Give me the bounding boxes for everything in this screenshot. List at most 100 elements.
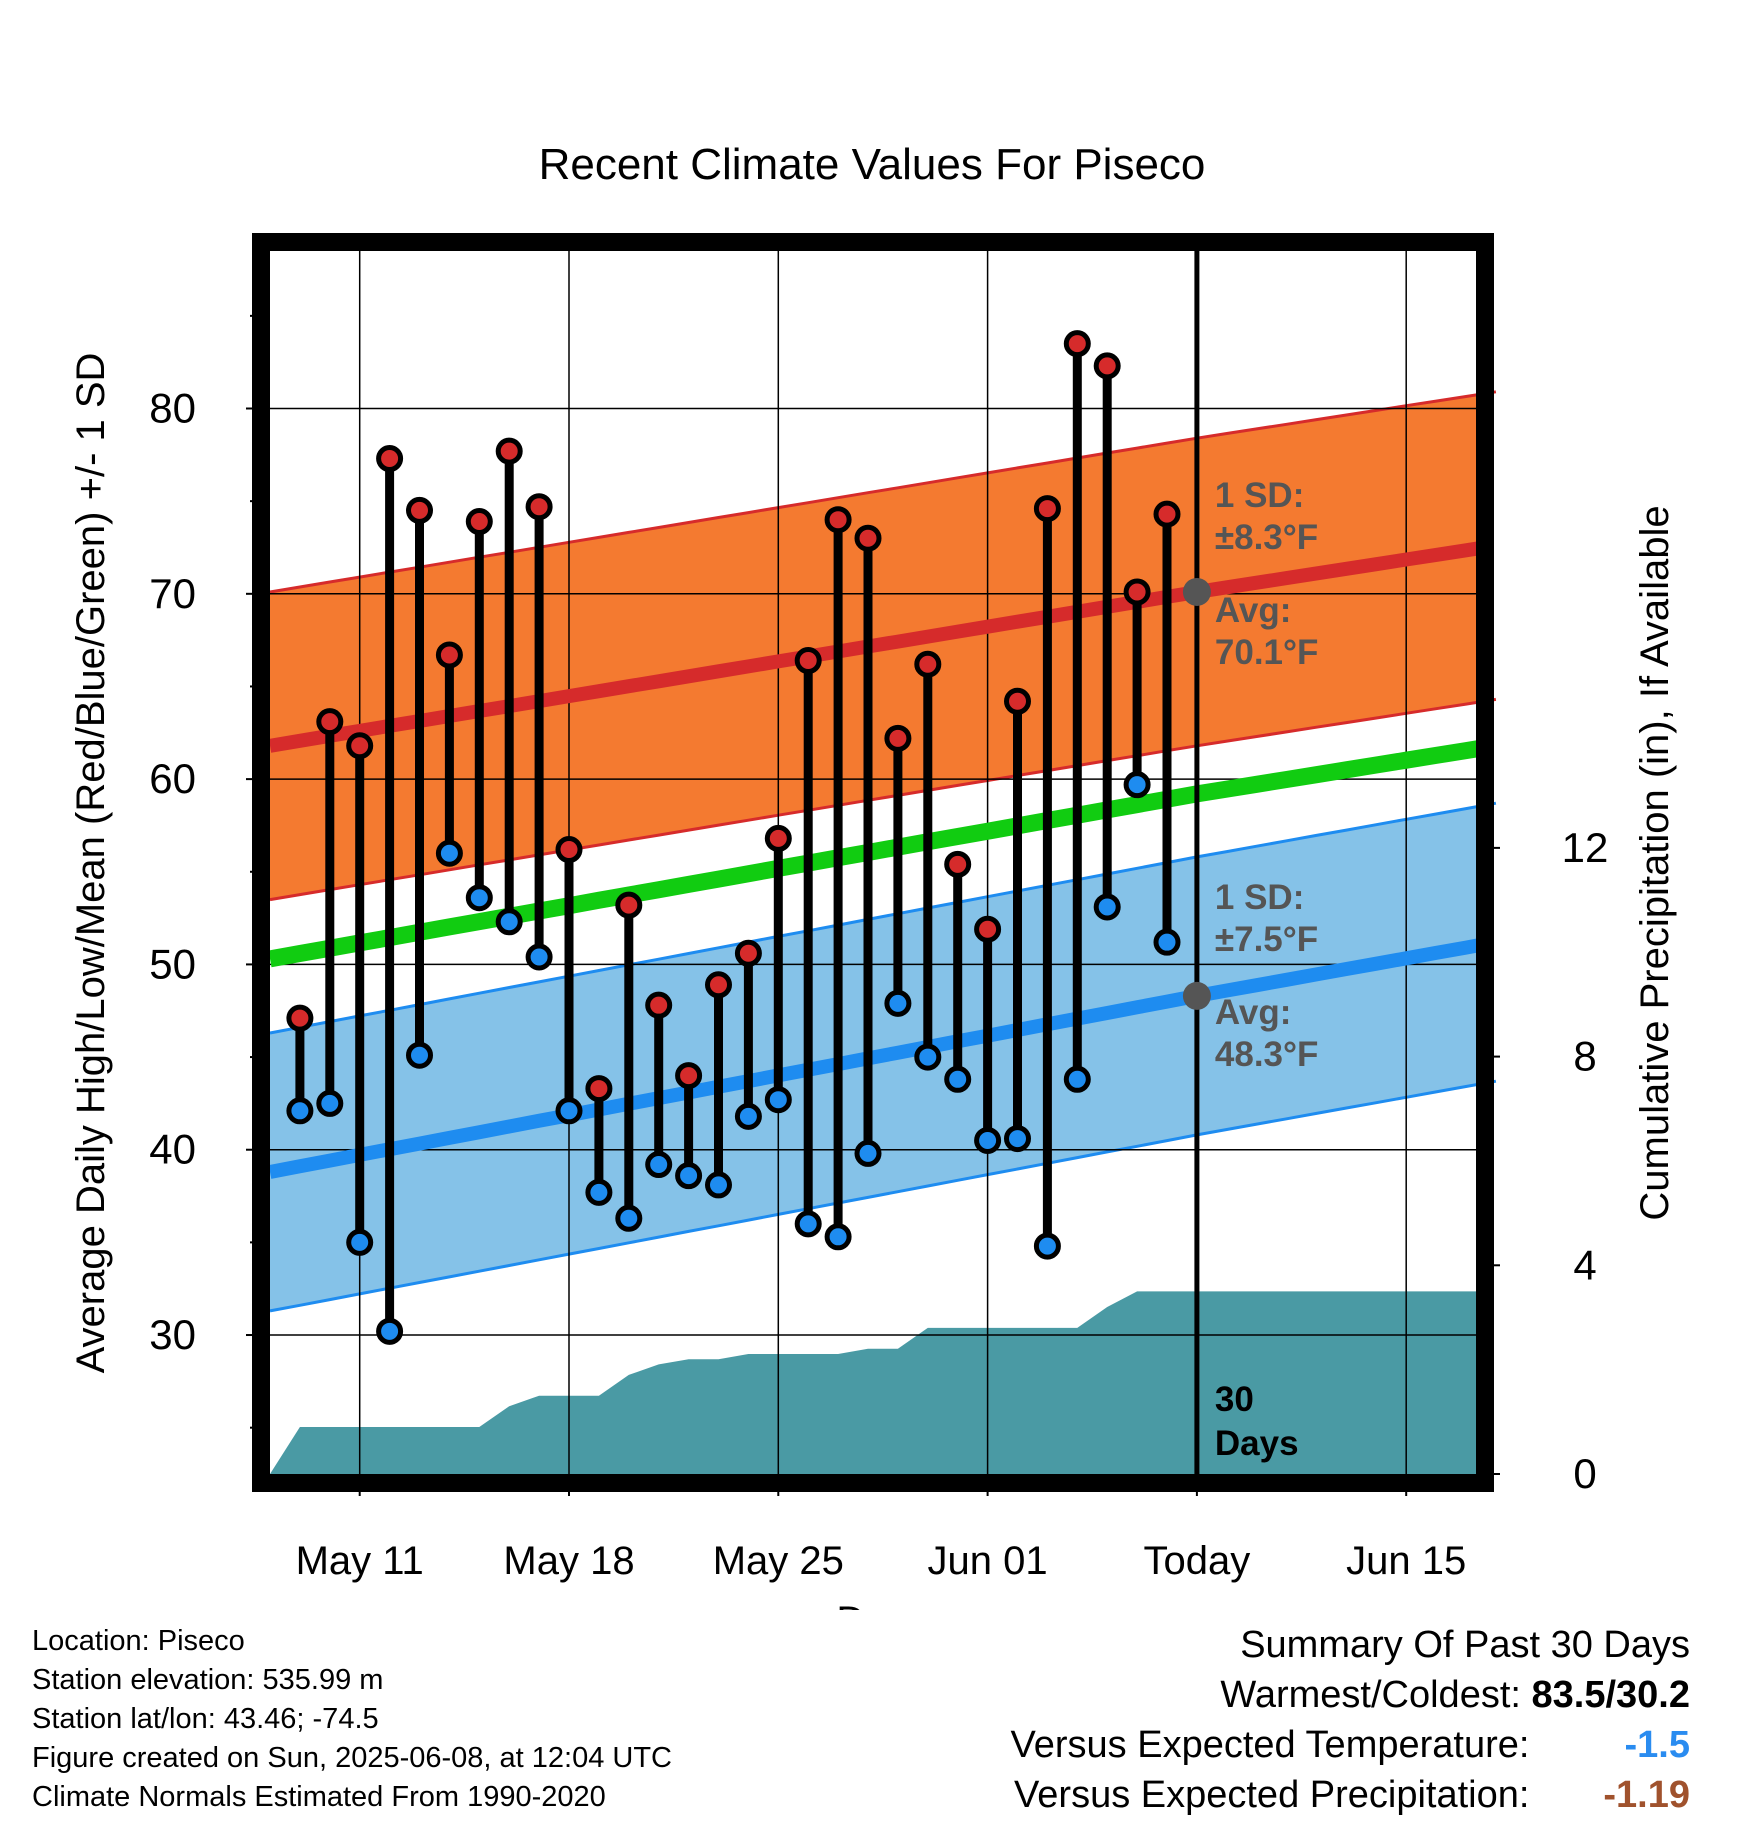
- location-text: Location: Piseco: [32, 1625, 245, 1657]
- y2-axis-title: Cumulative Precipitation (in), If Availa…: [1633, 505, 1677, 1220]
- daily-low-point: [1093, 893, 1121, 921]
- daily-low-point: [495, 908, 523, 936]
- daily-low-point: [824, 1223, 852, 1251]
- daily-low-point: [1123, 771, 1151, 799]
- high-sd-value: ±8.3°F: [1215, 518, 1318, 557]
- y2-tick-label: 12: [1562, 824, 1609, 871]
- daily-high-point: [705, 971, 732, 999]
- today-low-avg-marker: [1182, 981, 1211, 1010]
- normal-high-line: [270, 541, 1476, 753]
- normal-mean-line: [270, 740, 1476, 968]
- x-tick-label: May 25: [713, 1539, 844, 1583]
- daily-low-point: [645, 1151, 673, 1179]
- high-band-lower-edge: [269, 697, 1497, 902]
- daily-high-point: [525, 493, 553, 521]
- daily-high-point: [884, 724, 912, 752]
- y-tick-label: 70: [149, 570, 196, 617]
- daily-high-point: [286, 1004, 314, 1032]
- daily-high-point: [1093, 352, 1121, 380]
- low-band-lower-edge: [269, 1079, 1497, 1313]
- daily-low-point: [346, 1228, 374, 1256]
- daily-high-point: [914, 650, 942, 678]
- daily-low-point: [1063, 1065, 1091, 1093]
- daily-low-point: [465, 884, 493, 912]
- daily-high-point: [495, 437, 523, 465]
- daily-high-point: [1123, 578, 1151, 606]
- daily-low-point: [764, 1086, 792, 1114]
- daily-high-point: [1153, 500, 1181, 528]
- warmest-label: Warmest/Coldest:: [1220, 1674, 1521, 1716]
- chart-title: Recent Climate Values For Piseco: [539, 140, 1206, 189]
- y-tick-label: 80: [149, 385, 196, 432]
- daily-high-point: [1063, 330, 1091, 358]
- summary-panel: Summary Of Past 30 Days Warmest/Coldest:…: [1011, 1620, 1690, 1820]
- station-info: Location: Piseco Station elevation: 535.…: [32, 1622, 672, 1817]
- x-axis-title: Day: [836, 1599, 907, 1610]
- daily-low-point: [406, 1041, 433, 1069]
- y-tick-label: 60: [149, 755, 196, 802]
- normal-low-line: [270, 938, 1476, 1179]
- daily-high-point: [734, 939, 762, 967]
- daily-low-point: [376, 1317, 404, 1345]
- window-days-number: 30: [1215, 1380, 1254, 1419]
- daily-low-point: [525, 943, 553, 971]
- summary-precip-row: Versus Expected Precipitation: -1.19: [1011, 1770, 1690, 1820]
- daily-low-point: [435, 839, 463, 867]
- climate-chart: Recent Climate Values For Piseco 1 SD: ±8.…: [69, 140, 1677, 1610]
- summary-warmest-row: Warmest/Coldest: 83.5/30.2: [1011, 1670, 1690, 1720]
- low-sd-value: ±7.5°F: [1215, 920, 1318, 959]
- low-avg-label: Avg:: [1215, 993, 1291, 1032]
- high-band-upper-edge: [269, 390, 1497, 594]
- low-band-upper-edge: [269, 801, 1497, 1035]
- x-tick-label: May 18: [503, 1539, 634, 1583]
- daily-low-point: [974, 1126, 1002, 1154]
- temp-value: -1.5: [1624, 1724, 1690, 1766]
- daily-low-point: [675, 1162, 703, 1190]
- normals-text: Climate Normals Estimated From 1990-2020: [32, 1781, 606, 1813]
- daily-high-point: [346, 732, 374, 760]
- daily-low-point: [585, 1178, 613, 1206]
- low-sd-label: 1 SD:: [1215, 878, 1304, 917]
- daily-high-point: [1033, 495, 1061, 523]
- y-tick-label: 40: [149, 1126, 196, 1173]
- x-tick-label: Jun 01: [928, 1539, 1048, 1583]
- daily-low-point: [914, 1043, 942, 1071]
- daily-low-point: [794, 1210, 822, 1238]
- daily-high-point: [615, 891, 643, 919]
- precip-value: -1.19: [1603, 1774, 1690, 1816]
- y2-tick-label: 4: [1573, 1241, 1596, 1288]
- precip-area: [270, 1291, 1476, 1474]
- daily-high-point: [944, 850, 972, 878]
- y-axis-title: Average Daily High/Low/Mean (Red/Blue/Gr…: [69, 353, 113, 1374]
- daily-low-point: [316, 1089, 344, 1117]
- elevation-text: Station elevation: 535.99 m: [32, 1664, 384, 1696]
- daily-high-point: [794, 647, 822, 675]
- plot-frame: [252, 233, 1494, 1492]
- precip-label: Versus Expected Precipitation:: [1014, 1774, 1530, 1816]
- y-tick-label: 50: [149, 940, 196, 987]
- daily-low-point: [1153, 928, 1181, 956]
- daily-high-point: [435, 641, 463, 669]
- high-avg-label: Avg:: [1215, 591, 1291, 630]
- daily-high-point: [974, 915, 1002, 943]
- daily-high-point: [465, 508, 493, 536]
- temp-label: Versus Expected Temperature:: [1010, 1724, 1530, 1766]
- daily-low-point: [1033, 1232, 1061, 1260]
- daily-low-point: [555, 1097, 583, 1125]
- x-tick-label: Jun 15: [1346, 1539, 1466, 1583]
- daily-low-point: [734, 1102, 762, 1130]
- x-tick-label: Today: [1144, 1539, 1251, 1583]
- today-high-avg-marker: [1182, 577, 1211, 606]
- daily-low-point: [705, 1171, 732, 1199]
- summary-title: Summary Of Past 30 Days: [1240, 1624, 1690, 1666]
- x-tick-label: May 11: [296, 1539, 424, 1583]
- y2-tick-label: 0: [1573, 1450, 1596, 1497]
- daily-low-point: [615, 1204, 643, 1232]
- daily-high-point: [376, 445, 404, 473]
- daily-low-point: [854, 1139, 882, 1167]
- daily-low-point: [884, 989, 912, 1017]
- high-avg-value: 70.1°F: [1215, 633, 1319, 672]
- daily-low-point: [944, 1065, 972, 1093]
- latlon-text: Station lat/lon: 43.46; -74.5: [32, 1703, 379, 1735]
- daily-high-point: [764, 824, 792, 852]
